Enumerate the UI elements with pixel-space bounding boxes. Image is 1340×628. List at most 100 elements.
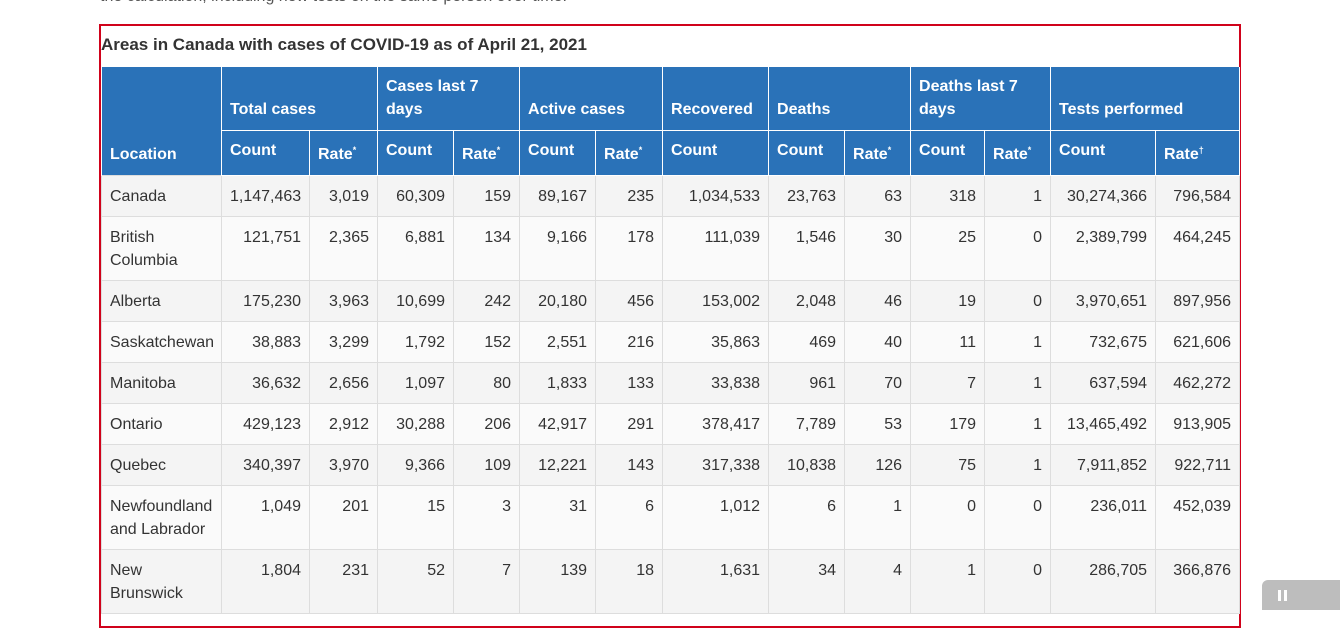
- value-cell: 13,465,492: [1050, 403, 1157, 445]
- value-cell: 201: [309, 485, 378, 550]
- value-cell: 3,019: [309, 175, 378, 217]
- value-cell: 139: [519, 549, 597, 614]
- footnote-mark: *: [496, 145, 501, 155]
- value-cell: 46: [844, 280, 912, 322]
- page: the calculation, including new tests on …: [99, 0, 1340, 628]
- value-cell: 206: [452, 403, 521, 445]
- value-cell: 36,632: [221, 362, 310, 404]
- value-cell: 3,970,651: [1050, 280, 1157, 322]
- value-cell: 121,751: [221, 216, 310, 281]
- value-cell: 30,274,366: [1050, 175, 1157, 217]
- value-cell: 378,417: [662, 403, 770, 445]
- value-cell: 134: [452, 216, 521, 281]
- value-cell: 0: [910, 485, 986, 550]
- value-cell: 6: [595, 485, 664, 550]
- header-row: Location Total cases Cases last 7 days Acti…: [101, 67, 1241, 176]
- subheader-cell: Count: [1050, 130, 1157, 176]
- location-cell: Manitoba: [101, 362, 222, 404]
- value-cell: 70: [844, 362, 912, 404]
- player-widget[interactable]: [1262, 580, 1340, 610]
- value-cell: 1,049: [221, 485, 310, 550]
- header-group: Deaths last 7 days: [910, 67, 1052, 131]
- value-cell: 1,792: [377, 321, 454, 363]
- value-cell: 1: [910, 549, 986, 614]
- value-cell: 12,221: [519, 444, 597, 486]
- header-group: Cases last 7 days: [376, 67, 521, 131]
- value-cell: 318: [910, 175, 986, 217]
- subheader-cell: Rate*: [595, 130, 664, 176]
- value-cell: 1: [844, 485, 912, 550]
- value-cell: 732,675: [1050, 321, 1157, 363]
- location-cell: Alberta: [101, 280, 222, 322]
- subheader-text: Rate: [993, 146, 1028, 163]
- location-cell: Canada: [101, 175, 222, 217]
- subheader-text: Count: [777, 142, 824, 159]
- value-cell: 111,039: [662, 216, 770, 281]
- subheader-cell: Rate*: [452, 130, 521, 176]
- value-cell: 452,039: [1155, 485, 1241, 550]
- header-group: Active cases: [519, 67, 664, 131]
- subheader-text: Rate: [604, 146, 639, 163]
- value-cell: 31: [519, 485, 597, 550]
- location-cell: Quebec: [101, 444, 222, 486]
- value-cell: 159: [452, 175, 521, 217]
- value-cell: 6,881: [377, 216, 454, 281]
- header-group: Tests performed: [1050, 67, 1241, 131]
- value-cell: 456: [595, 280, 664, 322]
- value-cell: 366,876: [1155, 549, 1241, 614]
- data-row: Newfoundland and Labrador 1,049 201 15 3 31 6 1…: [101, 485, 1241, 550]
- value-cell: 340,397: [221, 444, 310, 486]
- value-cell: 1: [984, 362, 1052, 404]
- value-cell: 1: [984, 444, 1052, 486]
- value-cell: 462,272: [1155, 362, 1241, 404]
- value-cell: 3,299: [309, 321, 378, 363]
- value-cell: 9,366: [377, 444, 454, 486]
- value-cell: 216: [595, 321, 664, 363]
- value-cell: 52: [377, 549, 454, 614]
- value-cell: 1: [984, 175, 1052, 217]
- value-cell: 20,180: [519, 280, 597, 322]
- data-row: New Brunswick 1,804 231 52 7 139 18 1,631 34 4 1 0 2…: [101, 549, 1241, 614]
- header-cell: Location: [101, 67, 222, 176]
- subheader-text: Count: [528, 142, 575, 159]
- data-row: Alberta 175,230 3,963 10,699 242 20,180 456 153…: [101, 280, 1241, 322]
- value-cell: 10,838: [768, 444, 846, 486]
- value-cell: 1,833: [519, 362, 597, 404]
- value-cell: 7: [910, 362, 986, 404]
- value-cell: 2,912: [309, 403, 378, 445]
- value-cell: 236,011: [1050, 485, 1157, 550]
- value-cell: 621,606: [1155, 321, 1241, 363]
- subheader-text: Rate: [1164, 146, 1199, 163]
- value-cell: 469: [768, 321, 846, 363]
- value-cell: 19: [910, 280, 986, 322]
- subheader-text: Rate: [462, 146, 497, 163]
- footnote-mark: †: [1198, 145, 1204, 155]
- value-cell: 53: [844, 403, 912, 445]
- value-cell: 1,147,463: [221, 175, 310, 217]
- location-cell: New Brunswick: [101, 549, 222, 614]
- data-row: Saskatchewan 38,883 3,299 1,792 152 2,551 216 3…: [101, 321, 1241, 363]
- table-caption: Areas in Canada with cases of COVID-19 a…: [101, 35, 587, 54]
- value-cell: 7: [452, 549, 521, 614]
- value-cell: 133: [595, 362, 664, 404]
- value-cell: 4: [844, 549, 912, 614]
- value-cell: 242: [452, 280, 521, 322]
- value-cell: 143: [595, 444, 664, 486]
- location-cell: Saskatchewan: [101, 321, 222, 363]
- value-cell: 291: [595, 403, 664, 445]
- value-cell: 126: [844, 444, 912, 486]
- value-cell: 0: [984, 549, 1052, 614]
- value-cell: 23,763: [768, 175, 846, 217]
- value-cell: 637,594: [1050, 362, 1157, 404]
- value-cell: 175,230: [221, 280, 310, 322]
- value-cell: 42,917: [519, 403, 597, 445]
- value-cell: 235: [595, 175, 664, 217]
- subheader-text: Count: [919, 142, 966, 159]
- value-cell: 922,711: [1155, 444, 1241, 486]
- header-group: Recovered: [662, 67, 770, 131]
- value-cell: 30,288: [377, 403, 454, 445]
- footnote-mark: *: [887, 145, 892, 155]
- value-cell: 3,963: [309, 280, 378, 322]
- subheader-cell: Count: [768, 130, 846, 176]
- value-cell: 429,123: [221, 403, 310, 445]
